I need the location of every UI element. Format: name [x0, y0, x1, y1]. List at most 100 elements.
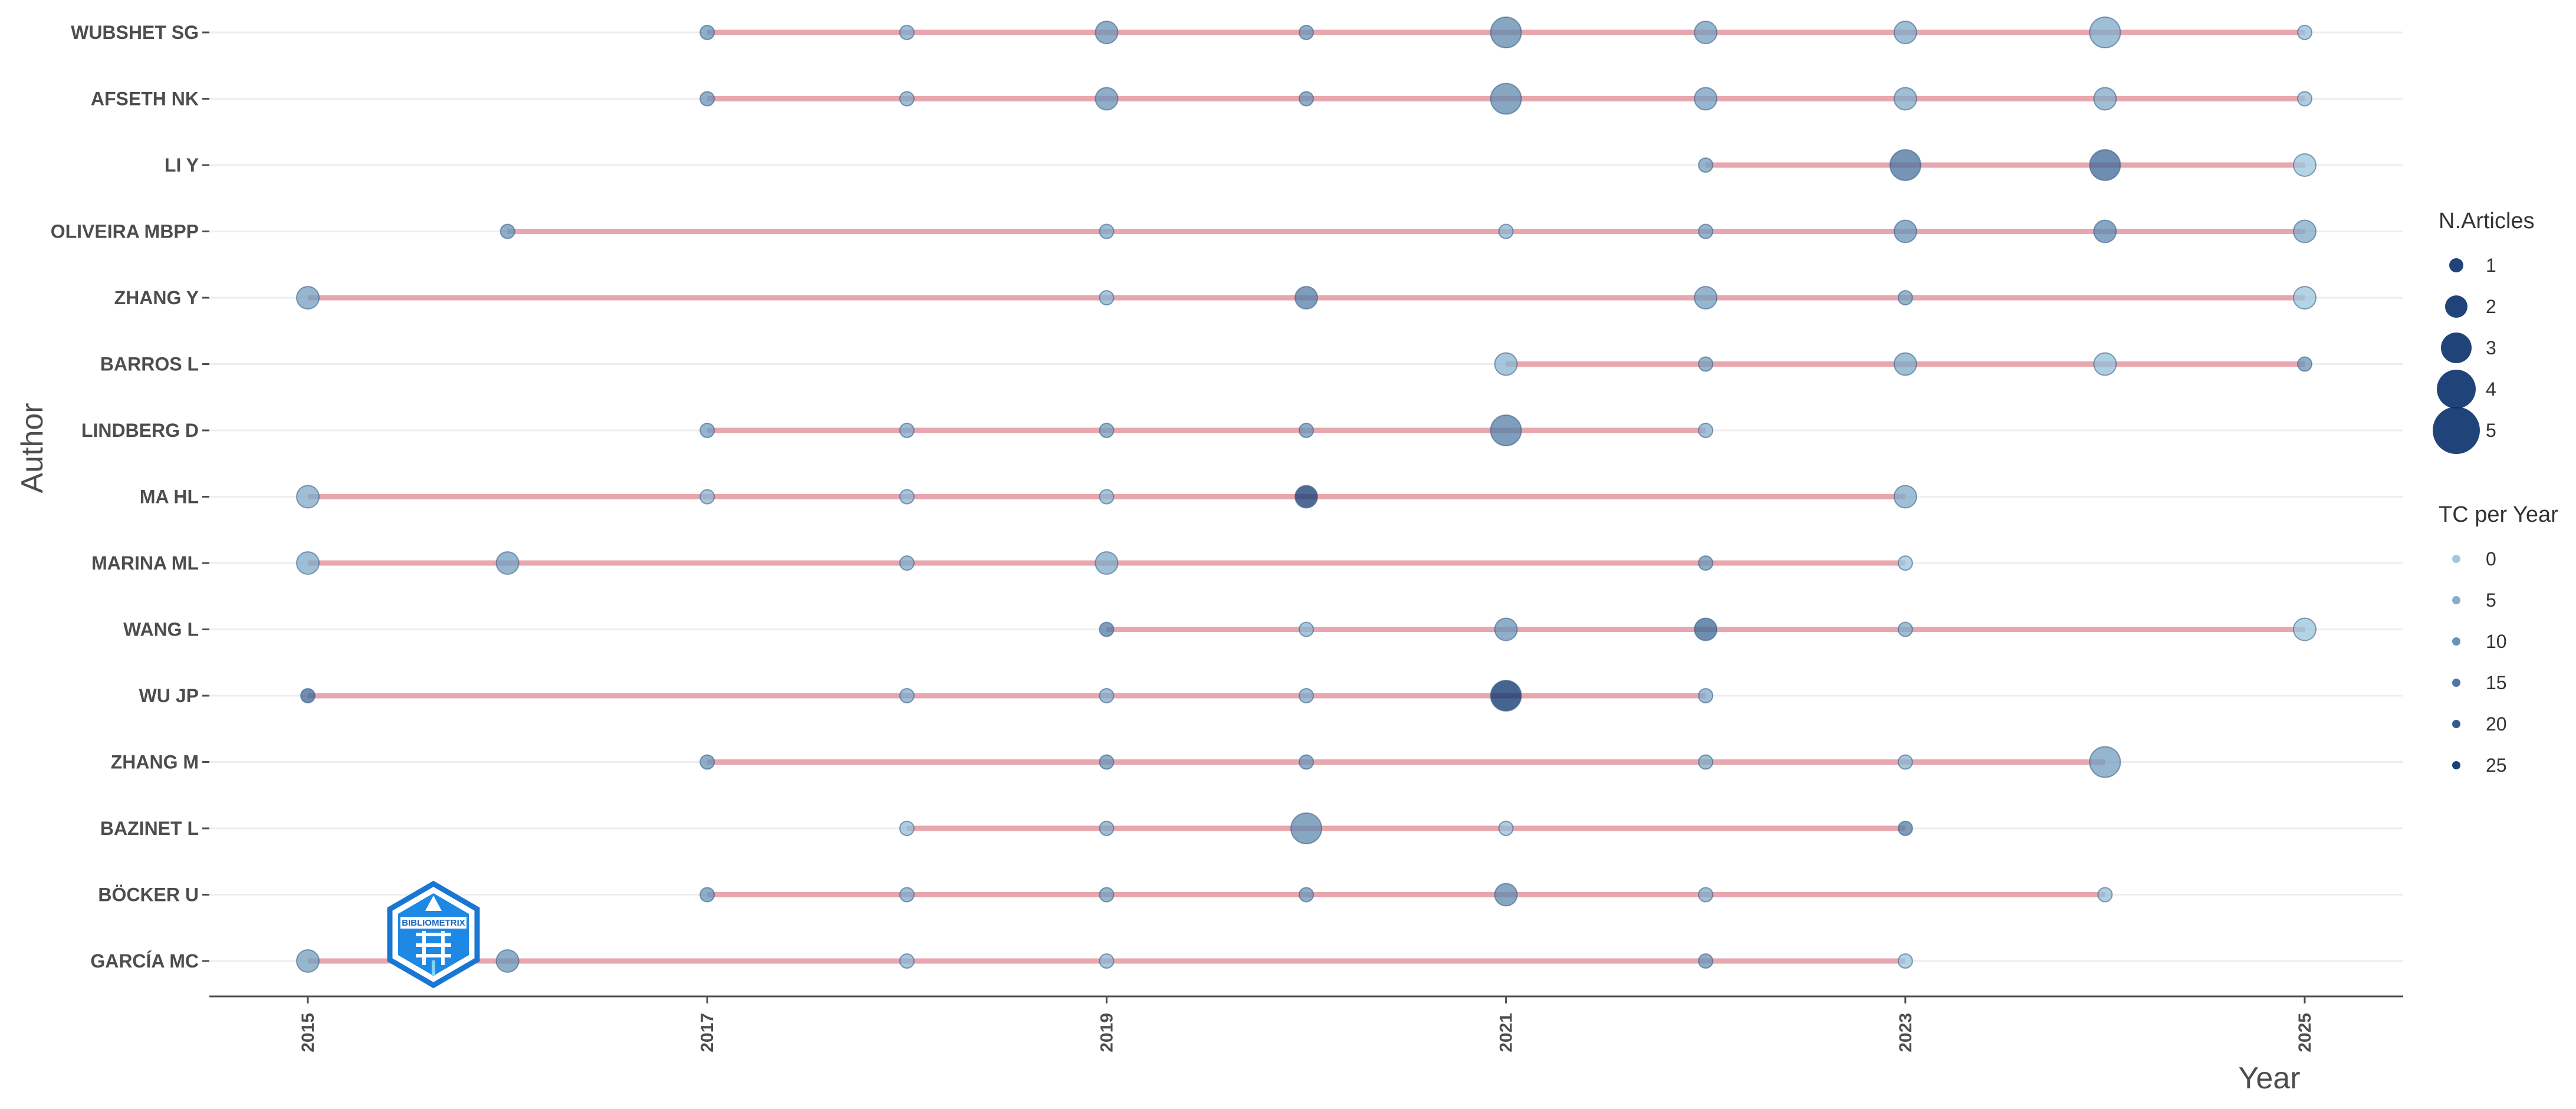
data-point-wu-jp-2020: [1299, 688, 1314, 703]
data-point-wubshet-sg-2021: [1490, 17, 1522, 48]
data-point-zhang-m-2022: [1698, 754, 1714, 770]
legend-label-tc-10: 10: [2486, 631, 2507, 652]
data-point-ma-hl-2018: [899, 489, 915, 505]
y-tick-label-bocker-u: BÖCKER U: [98, 884, 199, 906]
data-point-garcia-mc-2023: [1897, 953, 1913, 969]
legend-tc-per-year: TC per Year 0 5 10 15 20 25: [2439, 502, 2558, 776]
data-point-oliveira-mbpp-2021: [1498, 223, 1514, 239]
data-point-li-y-2025: [2293, 153, 2317, 177]
y-tick-label-oliveira-mbpp: OLIVEIRA MBPP: [51, 221, 199, 242]
data-point-wu-jp-2019: [1099, 688, 1115, 703]
x-axis-title: Year: [2238, 1061, 2300, 1095]
data-point-garcia-mc-2015: [296, 949, 320, 973]
data-point-wubshet-sg-2018: [899, 25, 915, 40]
data-point-wubshet-sg-2020: [1299, 25, 1314, 40]
data-point-barros-l-2024: [2093, 352, 2117, 376]
data-point-zhang-m-2023: [1897, 754, 1913, 770]
y-tick-label-wu-jp: WU JP: [139, 685, 199, 706]
data-point-barros-l-2023: [1893, 352, 1917, 376]
data-point-bazinet-l-2020: [1290, 812, 1322, 844]
data-point-wu-jp-2021: [1490, 680, 1522, 712]
data-point-afseth-nk-2018: [899, 91, 915, 107]
legend-key-tc-15: [2452, 679, 2460, 687]
legend-key-tc-5: [2452, 596, 2460, 604]
legend-title-n-articles: N.Articles: [2439, 209, 2535, 233]
data-point-afseth-nk-2022: [1694, 87, 1718, 111]
data-point-oliveira-mbpp-2023: [1893, 219, 1917, 243]
legend-label-tc-20: 20: [2486, 713, 2507, 735]
data-point-bocker-u-2021: [1494, 883, 1518, 907]
legend-label-tc-5: 5: [2486, 590, 2496, 611]
data-point-bocker-u-2024: [2097, 887, 2113, 903]
data-point-zhang-y-2023: [1897, 290, 1913, 305]
x-axis-ticks: 2015 2017 2019 2021 2023 2025: [298, 996, 2315, 1052]
legend-label-n-articles-2: 2: [2486, 296, 2496, 317]
legend-key-n-articles-5: [2433, 407, 2480, 454]
data-point-zhang-m-2024: [2089, 746, 2121, 778]
y-tick-label-garcia-mc: GARCÍA MC: [90, 950, 199, 972]
data-point-zhang-y-2022: [1694, 286, 1718, 310]
data-point-oliveira-mbpp-2019: [1099, 223, 1115, 239]
legend-label-tc-25: 25: [2486, 755, 2507, 776]
data-point-zhang-y-2019: [1099, 290, 1115, 305]
data-point-oliveira-mbpp-2016: [500, 223, 515, 239]
legend-key-n-articles-2: [2445, 295, 2467, 318]
legend-key-n-articles-3: [2441, 333, 2472, 363]
data-point-oliveira-mbpp-2024: [2093, 219, 2117, 243]
legend-n-articles: N.Articles 1 2 3 4 5: [2433, 209, 2535, 454]
data-point-garcia-mc-2019: [1099, 953, 1115, 969]
data-point-lindberg-d-2019: [1099, 423, 1115, 438]
data-point-wang-l-2021: [1494, 617, 1518, 641]
y-tick-label-li-y: LI Y: [165, 154, 199, 176]
y-axis-ticks: WUBSHET SG AFSETH NK LI Y OLIVEIRA MBPP ZHAN…: [51, 22, 209, 972]
data-point-zhang-y-2025: [2293, 286, 2317, 310]
data-point-bocker-u-2020: [1299, 887, 1314, 903]
y-tick-label-zhang-y: ZHANG Y: [114, 287, 199, 308]
data-point-lindberg-d-2017: [699, 423, 715, 438]
data-point-marina-ml-2023: [1897, 555, 1913, 571]
data-point-wubshet-sg-2024: [2089, 17, 2121, 48]
data-point-li-y-2023: [1889, 149, 1921, 181]
data-point-zhang-m-2020: [1299, 754, 1314, 770]
data-point-oliveira-mbpp-2022: [1698, 223, 1714, 239]
data-point-ma-hl-2015: [296, 485, 320, 509]
y-tick-label-barros-l: BARROS L: [100, 354, 199, 375]
data-point-garcia-mc-2022: [1698, 953, 1714, 969]
logo-text: BIBLIOMETRIX: [402, 918, 465, 928]
data-point-bazinet-l-2019: [1099, 821, 1115, 836]
data-point-marina-ml-2018: [899, 555, 915, 571]
data-point-lindberg-d-2020: [1299, 423, 1314, 438]
legend-label-n-articles-5: 5: [2486, 420, 2496, 441]
data-point-marina-ml-2015: [296, 551, 320, 575]
data-point-afseth-nk-2019: [1095, 87, 1119, 111]
y-tick-label-wubshet-sg: WUBSHET SG: [71, 22, 199, 43]
y-tick-label-afseth-nk: AFSETH NK: [91, 88, 199, 110]
legend-label-tc-0: 0: [2486, 548, 2496, 570]
data-point-wubshet-sg-2022: [1694, 21, 1718, 44]
legend-label-n-articles-1: 1: [2486, 255, 2496, 276]
legend-key-tc-0: [2452, 555, 2460, 563]
y-axis-title: Author: [15, 403, 50, 493]
data-point-afseth-nk-2024: [2093, 87, 2117, 111]
data-point-barros-l-2022: [1698, 356, 1714, 372]
data-point-wang-l-2020: [1299, 621, 1314, 637]
data-point-garcia-mc-2018: [899, 953, 915, 969]
data-point-ma-hl-2020: [1294, 485, 1318, 509]
data-point-li-y-2022: [1698, 157, 1714, 173]
data-point-ma-hl-2019: [1099, 489, 1115, 505]
data-point-zhang-y-2015: [296, 286, 320, 310]
data-point-marina-ml-2022: [1698, 555, 1714, 571]
data-point-wubshet-sg-2023: [1893, 21, 1917, 44]
data-point-wubshet-sg-2019: [1095, 21, 1119, 44]
data-point-wang-l-2025: [2293, 617, 2317, 641]
x-tick-label-2019: 2019: [1097, 1013, 1116, 1052]
y-tick-label-lindberg-d: LINDBERG D: [81, 420, 199, 441]
x-tick-label-2023: 2023: [1896, 1013, 1915, 1052]
data-point-bocker-u-2019: [1099, 887, 1115, 903]
y-tick-label-zhang-m: ZHANG M: [111, 752, 199, 773]
data-point-lindberg-d-2021: [1490, 414, 1522, 446]
data-point-bazinet-l-2021: [1498, 821, 1514, 836]
legend-label-tc-15: 15: [2486, 672, 2507, 693]
data-point-lindberg-d-2018: [899, 423, 915, 438]
